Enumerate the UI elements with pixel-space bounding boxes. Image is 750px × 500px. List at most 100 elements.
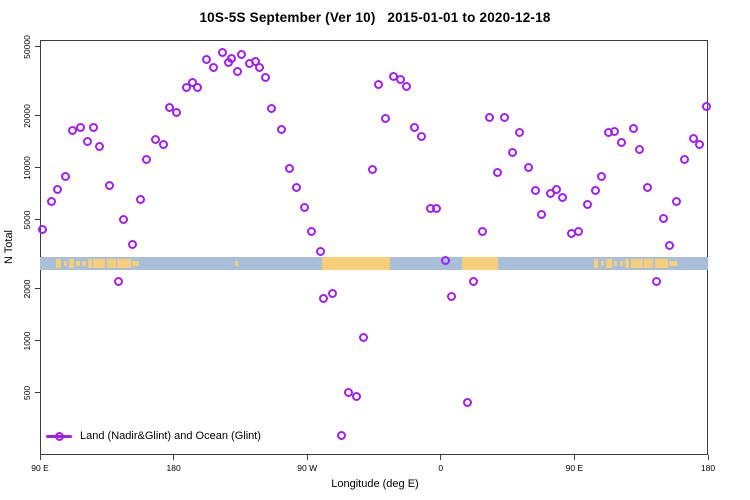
data-point bbox=[468, 277, 478, 287]
map-band-land bbox=[669, 260, 677, 266]
data-point bbox=[658, 214, 668, 224]
y-tick-mark bbox=[35, 392, 40, 394]
data-point bbox=[142, 155, 152, 165]
data-point bbox=[558, 193, 568, 203]
data-point bbox=[158, 140, 168, 150]
data-point bbox=[261, 73, 271, 83]
data-point bbox=[590, 186, 600, 196]
y-tick-label: 50000 bbox=[22, 35, 32, 59]
y-axis-label: N Total bbox=[3, 229, 15, 265]
data-point bbox=[284, 164, 294, 174]
data-point bbox=[164, 103, 174, 113]
data-point bbox=[396, 75, 406, 85]
data-point bbox=[500, 113, 510, 123]
map-band-land bbox=[613, 260, 618, 266]
data-point bbox=[277, 125, 287, 135]
x-axis-label: Longitude (deg E) bbox=[331, 478, 419, 490]
data-point bbox=[237, 50, 247, 60]
y-tick-label: 5000 bbox=[22, 210, 32, 230]
map-band-land bbox=[322, 256, 390, 270]
y-tick-label: 2000 bbox=[22, 279, 32, 299]
data-point bbox=[552, 185, 562, 195]
data-point bbox=[118, 215, 128, 225]
data-point bbox=[664, 240, 674, 250]
data-point bbox=[609, 126, 619, 136]
map-band-land bbox=[630, 258, 643, 269]
data-point bbox=[47, 197, 57, 207]
map-band-land bbox=[601, 260, 605, 266]
map-band-land bbox=[63, 260, 67, 266]
plot-area bbox=[40, 40, 708, 455]
data-point bbox=[351, 391, 361, 401]
data-point bbox=[440, 256, 450, 266]
data-point bbox=[192, 83, 202, 93]
data-point bbox=[172, 108, 182, 118]
data-point bbox=[402, 82, 412, 92]
data-point bbox=[151, 134, 161, 144]
data-point bbox=[514, 128, 524, 138]
data-point bbox=[523, 163, 533, 173]
y-tick-mark bbox=[35, 288, 40, 290]
map-band-land bbox=[56, 258, 61, 269]
data-point bbox=[596, 172, 606, 182]
map-band-land bbox=[132, 260, 140, 266]
map-band-land bbox=[82, 260, 86, 266]
data-point bbox=[531, 186, 541, 196]
data-point bbox=[368, 165, 377, 175]
y-tick-label: 10000 bbox=[22, 156, 32, 180]
data-point bbox=[463, 398, 473, 408]
open-circle-marker-icon bbox=[54, 431, 64, 441]
data-point bbox=[226, 53, 236, 63]
data-point bbox=[381, 114, 391, 124]
data-point bbox=[182, 83, 192, 93]
data-point bbox=[409, 123, 419, 133]
x-tick-mark bbox=[39, 455, 41, 460]
map-band-land bbox=[619, 260, 624, 266]
data-point bbox=[114, 277, 124, 287]
data-point bbox=[546, 189, 556, 199]
x-tick-label: 180 bbox=[700, 463, 716, 473]
data-point bbox=[635, 145, 645, 155]
y-tick-label: 500 bbox=[22, 385, 32, 401]
map-band-land bbox=[117, 258, 131, 269]
legend-label: Land (Nadir&Glint) and Ocean (Glint) bbox=[80, 430, 261, 442]
data-point bbox=[642, 183, 652, 193]
data-point bbox=[60, 172, 70, 182]
data-point bbox=[373, 80, 383, 90]
data-point bbox=[688, 134, 698, 144]
data-point bbox=[209, 63, 219, 73]
map-band-land bbox=[461, 256, 498, 270]
map-band-land bbox=[68, 258, 75, 269]
data-point bbox=[431, 204, 441, 214]
data-point bbox=[583, 199, 593, 209]
x-tick-label: 90 E bbox=[565, 463, 584, 473]
x-tick-label: 180 bbox=[166, 463, 181, 473]
chart-title: 10S-5S September (Ver 10) 2015-01-01 to … bbox=[199, 10, 551, 25]
data-point bbox=[83, 136, 92, 146]
x-tick-mark bbox=[573, 455, 575, 460]
map-band-land bbox=[624, 258, 630, 269]
y-tick-mark bbox=[35, 167, 40, 169]
data-point bbox=[672, 197, 682, 207]
data-point bbox=[255, 63, 265, 73]
data-point bbox=[629, 124, 639, 134]
data-point bbox=[201, 55, 211, 65]
data-point bbox=[127, 240, 137, 250]
x-tick-label: 90 W bbox=[297, 463, 318, 473]
data-point bbox=[94, 141, 104, 151]
data-point bbox=[507, 148, 517, 158]
data-point bbox=[359, 332, 369, 342]
data-point bbox=[617, 137, 627, 147]
data-point bbox=[88, 123, 98, 133]
map-band-land bbox=[654, 258, 668, 269]
data-point bbox=[336, 431, 346, 441]
map-band-land bbox=[87, 258, 92, 269]
map-band-land bbox=[76, 260, 81, 266]
map-band-land bbox=[93, 258, 106, 269]
data-point bbox=[446, 292, 456, 302]
x-tick-label: 0 bbox=[438, 463, 444, 473]
data-point bbox=[679, 155, 689, 165]
data-point bbox=[75, 123, 85, 133]
data-point bbox=[307, 227, 317, 237]
